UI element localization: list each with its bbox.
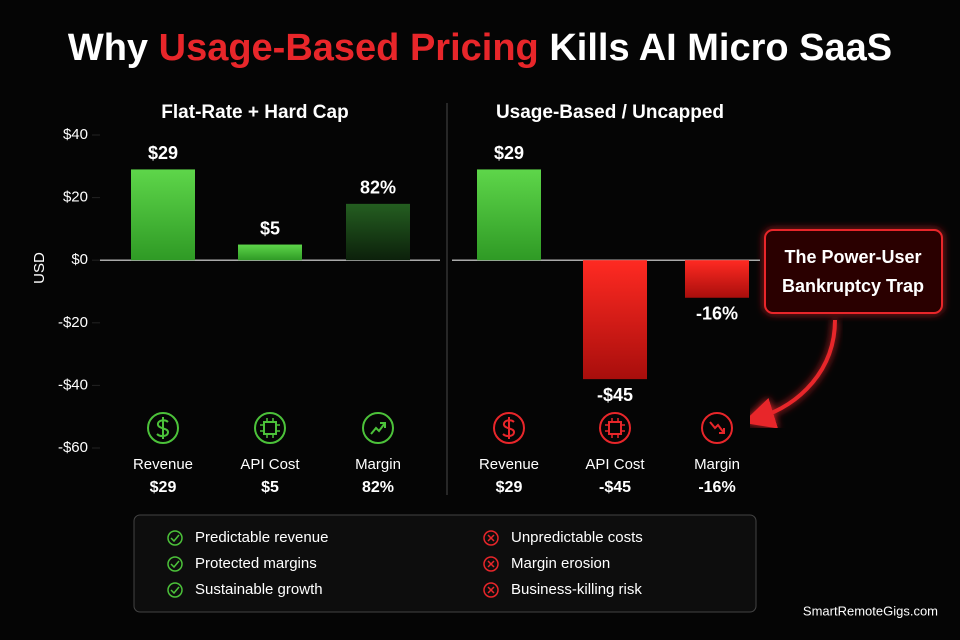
icon <box>701 412 733 444</box>
cross-icon <box>487 586 495 594</box>
con-item: Business-killing risk <box>511 581 642 598</box>
title: Why Usage-Based Pricing Kills AI Micro S… <box>68 27 892 69</box>
callout-arrow <box>742 319 837 429</box>
pro-item: Predictable revenue <box>195 529 328 546</box>
callout-text: Bankruptcy Trap <box>782 276 924 296</box>
category-label: Revenue <box>133 456 193 473</box>
cross-icon <box>487 560 495 568</box>
check-icon <box>170 586 180 595</box>
check-icon <box>167 556 183 572</box>
icon <box>370 422 386 435</box>
y-tick-label: -$40 <box>58 376 88 393</box>
bar <box>346 203 410 261</box>
callout-box <box>764 229 943 314</box>
y-axis-label: USD <box>31 252 48 284</box>
icon <box>599 412 631 444</box>
title-part: Why <box>68 27 159 69</box>
category-label: Margin <box>355 456 401 473</box>
icon <box>254 412 286 444</box>
y-tick-label: $40 <box>63 126 88 143</box>
check-icon <box>170 560 180 569</box>
bar <box>685 260 749 298</box>
bar-label: $5 <box>260 218 280 238</box>
icon <box>362 412 394 444</box>
bar <box>238 244 302 261</box>
footer: SmartRemoteGigs.com <box>803 603 938 618</box>
con-item: Margin erosion <box>511 555 610 572</box>
cross-icon <box>483 582 499 598</box>
bar-label: -$45 <box>597 385 633 405</box>
icon <box>502 417 516 439</box>
icon <box>608 421 622 435</box>
cross-icon <box>487 534 495 542</box>
category-total: $5 <box>261 479 279 496</box>
bar <box>131 169 195 261</box>
con-item: Unpredictable costs <box>511 529 643 546</box>
icon <box>147 412 179 444</box>
icon <box>263 421 277 435</box>
bar-label: $29 <box>494 143 524 163</box>
y-tick-label: $0 <box>71 251 88 268</box>
check-icon <box>167 530 183 546</box>
check-icon <box>170 534 180 543</box>
title-part: Usage-Based Pricing <box>159 27 539 69</box>
callout-text: The Power-User <box>784 247 921 267</box>
category-total: $29 <box>150 479 177 496</box>
category-total: -16% <box>698 479 735 496</box>
cross-icon <box>483 556 499 572</box>
bar-label: $29 <box>148 143 178 163</box>
y-tick-label: $20 <box>63 189 88 206</box>
category-total: -$45 <box>599 479 631 496</box>
pro-item: Protected margins <box>195 555 317 572</box>
category-label: Revenue <box>479 456 539 473</box>
category-label: API Cost <box>240 456 300 473</box>
category-label: API Cost <box>585 456 645 473</box>
pro-item: Sustainable growth <box>195 581 323 598</box>
bar <box>477 169 541 261</box>
panel-title: Flat-Rate + Hard Cap <box>161 102 348 123</box>
icon <box>156 417 170 439</box>
icon <box>260 418 280 438</box>
bar <box>583 260 647 380</box>
icon <box>605 418 625 438</box>
category-total: $29 <box>496 479 523 496</box>
title-part: Kills AI Micro SaaS <box>539 27 892 69</box>
icon <box>709 421 725 434</box>
category-total: 82% <box>362 479 394 496</box>
checklist-box <box>133 514 757 613</box>
bar-label: -16% <box>696 304 738 324</box>
check-icon <box>167 582 183 598</box>
icon <box>493 412 525 444</box>
cross-icon <box>483 530 499 546</box>
y-tick-label: -$20 <box>58 314 88 331</box>
y-tick-label: -$60 <box>58 439 88 456</box>
panel-title: Usage-Based / Uncapped <box>496 102 724 123</box>
bar-label: 82% <box>360 178 396 198</box>
category-label: Margin <box>694 456 740 473</box>
